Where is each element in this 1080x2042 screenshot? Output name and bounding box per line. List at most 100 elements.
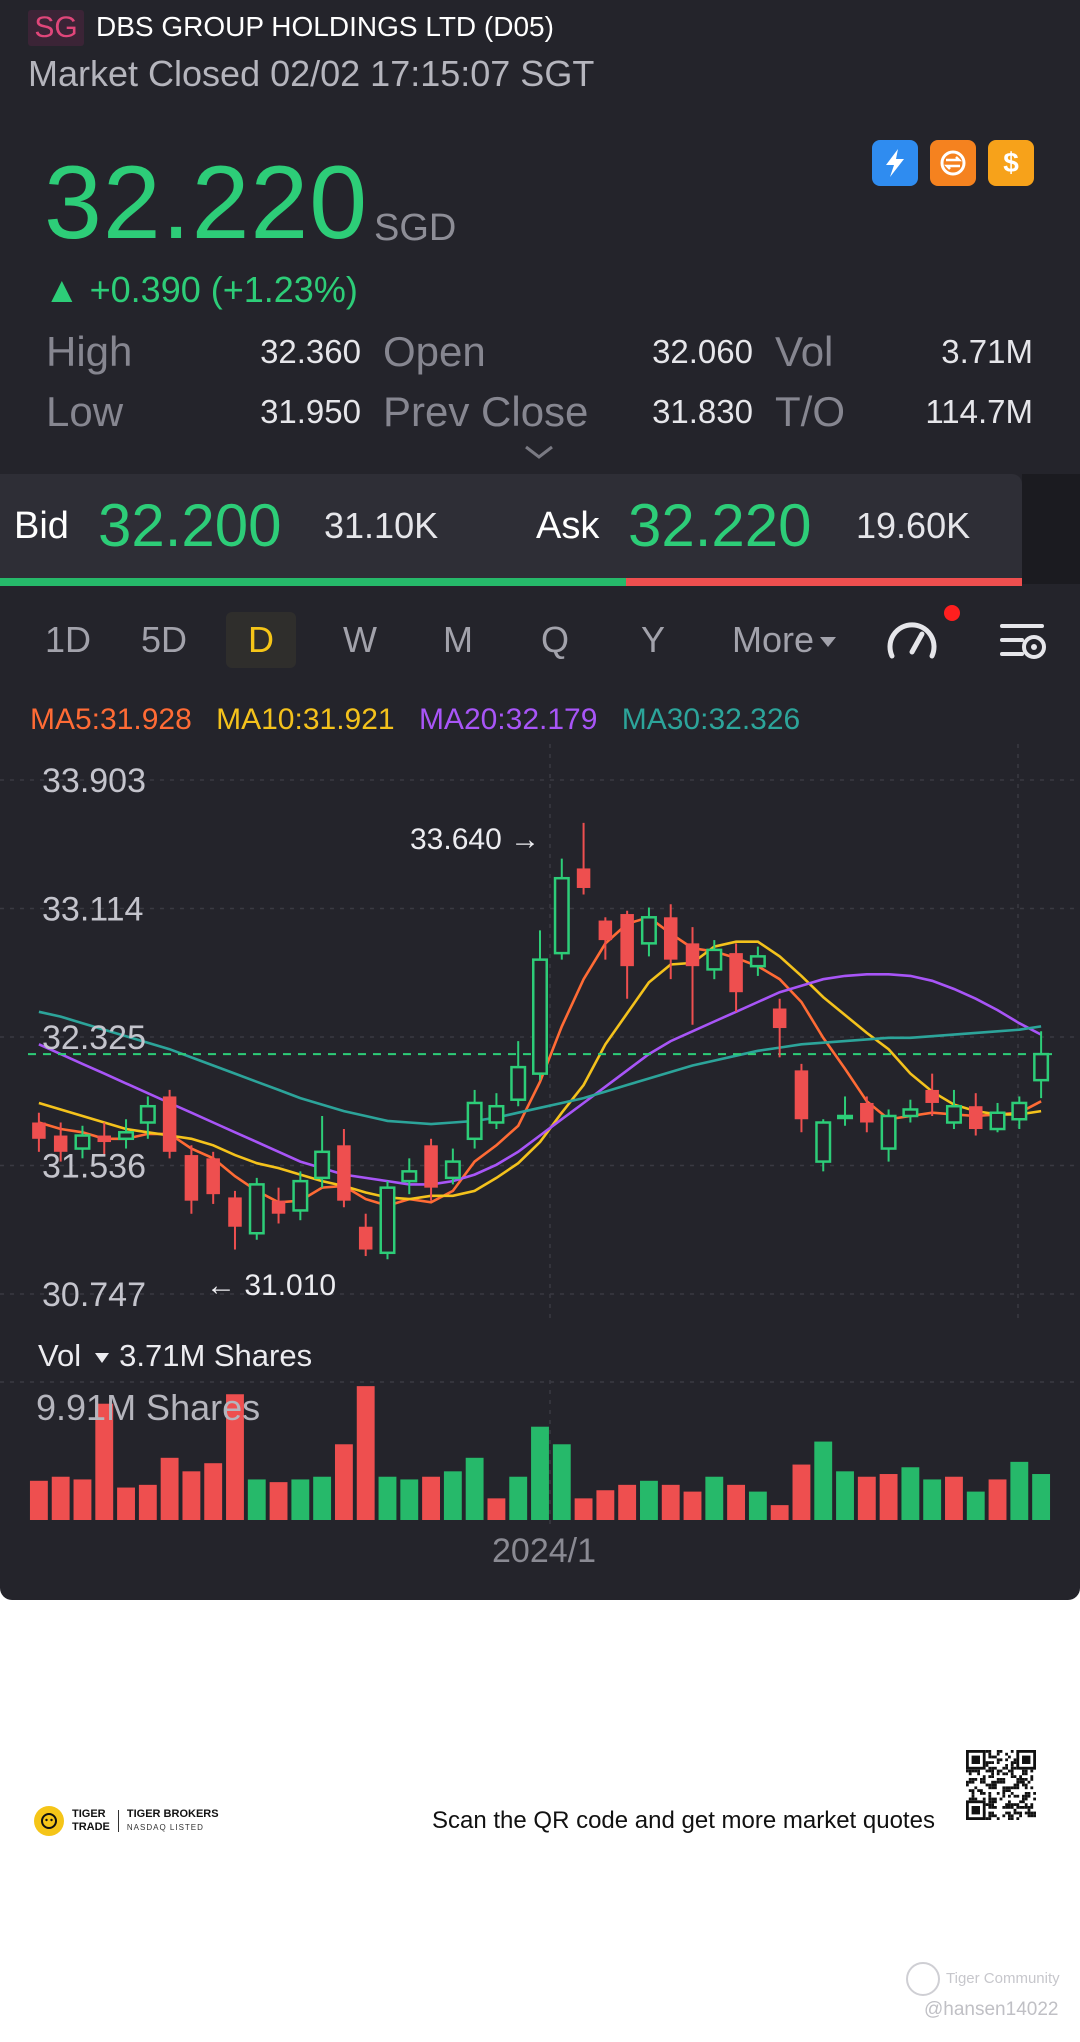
volume-header[interactable]: Vol 3.71M Shares <box>38 1336 312 1376</box>
candle-body <box>553 876 570 955</box>
candle-body <box>401 1170 418 1183</box>
candle-body <box>162 1096 177 1152</box>
candle-body <box>968 1106 983 1130</box>
qr-module <box>1005 1786 1008 1790</box>
volume-bar <box>531 1426 549 1520</box>
qr-module <box>968 1789 972 1792</box>
tab-m[interactable]: M <box>443 619 473 660</box>
volume-chart[interactable] <box>0 1380 1080 1526</box>
candle <box>358 1213 373 1257</box>
ma10-value: MA10:31.921 <box>216 703 395 736</box>
tab-d[interactable]: D <box>226 612 296 668</box>
chart-settings-icon[interactable] <box>996 616 1052 666</box>
volume-bar <box>727 1484 746 1520</box>
watermark-logo-icon <box>906 1962 940 1996</box>
y-tick-label: 33.114 <box>42 891 143 929</box>
swap-icon[interactable] <box>930 140 976 186</box>
qr-module <box>1008 1786 1011 1790</box>
qr-module <box>991 1811 994 1815</box>
price-change: ▲ +0.390 (+1.23%) <box>44 269 358 310</box>
qr-module <box>977 1772 980 1776</box>
candle <box>379 1181 396 1260</box>
qr-module <box>1016 1780 1020 1784</box>
ask-ratio-bar <box>626 578 1022 586</box>
volume-bar <box>334 1444 353 1520</box>
qr-module <box>999 1780 1003 1784</box>
candle <box>706 940 723 980</box>
qr-module <box>1024 1769 1028 1773</box>
qr-module <box>966 1783 969 1787</box>
qr-module <box>1002 1772 1006 1776</box>
gauge-icon[interactable] <box>884 616 940 666</box>
ma20-line <box>38 973 1042 1186</box>
y-tick-label: 32.325 <box>42 1019 146 1057</box>
candle <box>794 1063 809 1133</box>
notification-dot <box>944 605 960 621</box>
volume-bar <box>857 1476 876 1520</box>
volume-bar <box>29 1480 48 1520</box>
qr-module <box>1016 1778 1020 1781</box>
qr-module <box>1022 1800 1025 1804</box>
stock-name[interactable]: DBS GROUP HOLDINGS LTD (D05) <box>96 11 554 42</box>
candle-body <box>598 920 613 941</box>
candlestick-chart[interactable]: 33.903 33.114 32.325 31.536 30.747 33.640 → ← … <box>0 744 1080 1344</box>
qr-module <box>991 1803 994 1806</box>
qr-module <box>1010 1786 1014 1790</box>
volume-bar <box>879 1474 898 1520</box>
ask-size: 19.60K <box>856 505 971 546</box>
watermark-brand: Tiger Community <box>906 1962 1060 1996</box>
volume-bar <box>422 1476 440 1520</box>
candle-body <box>118 1131 135 1141</box>
volume-bar <box>770 1505 789 1520</box>
qr-module <box>999 1758 1003 1762</box>
qr-module <box>1033 1797 1036 1801</box>
qr-module <box>991 1755 994 1759</box>
qr-module <box>1019 1811 1022 1815</box>
lightning-icon[interactable] <box>872 140 918 186</box>
qr-module <box>999 1778 1003 1781</box>
qr-module <box>968 1769 972 1773</box>
qr-module <box>988 1792 992 1795</box>
candle-body <box>510 1065 527 1101</box>
qr-module <box>1013 1766 1017 1770</box>
tab-q[interactable]: Q <box>540 619 569 660</box>
volume-current: 3.71M Shares <box>119 1338 313 1373</box>
qr-code[interactable] <box>966 1750 1036 1820</box>
volume-bar <box>966 1491 985 1520</box>
qr-module <box>1002 1792 1006 1795</box>
y-tick-label: 33.903 <box>42 762 146 800</box>
qr-module <box>1008 1817 1011 1820</box>
bid-ask-bar[interactable]: Bid 32.200 31.10K Ask 32.220 19.60K <box>0 474 1022 578</box>
volume-bar <box>748 1491 767 1520</box>
dollar-icon[interactable]: $ <box>988 140 1034 186</box>
volume-bar <box>465 1457 484 1520</box>
candle-body <box>314 1150 331 1180</box>
candle <box>531 930 549 1081</box>
tab-w[interactable]: W <box>343 619 377 660</box>
qr-module <box>1030 1775 1034 1778</box>
candle <box>749 946 766 976</box>
tab-y[interactable]: Y <box>640 619 665 660</box>
qr-module <box>1019 1806 1022 1809</box>
expand-chevron-icon[interactable] <box>522 443 556 461</box>
qr-module <box>1022 1806 1025 1809</box>
qr-module <box>1016 1811 1020 1815</box>
qr-module <box>991 1797 994 1801</box>
qr-module <box>1013 1811 1017 1815</box>
qr-module <box>985 1761 989 1764</box>
qr-module <box>1008 1794 1011 1798</box>
candle-body <box>1033 1052 1050 1082</box>
qr-module <box>988 1797 992 1801</box>
candle <box>968 1093 983 1136</box>
tab-5d[interactable]: 5D <box>140 619 188 660</box>
candle-body <box>620 914 634 967</box>
volume-bar <box>160 1457 179 1520</box>
tiger-logo-icon <box>34 1806 64 1836</box>
high-label: High <box>46 328 133 375</box>
tab-more[interactable]: More <box>722 612 846 668</box>
tiger-logo: TIGER TRADE TIGER BROKERS NASDAQ LISTED <box>34 1806 219 1836</box>
qr-module <box>991 1783 994 1787</box>
stats-row-1: High 32.360 Open 32.060 Vol 3.71M <box>46 322 1036 382</box>
tab-1d[interactable]: 1D <box>44 619 92 660</box>
qr-module <box>974 1797 978 1801</box>
